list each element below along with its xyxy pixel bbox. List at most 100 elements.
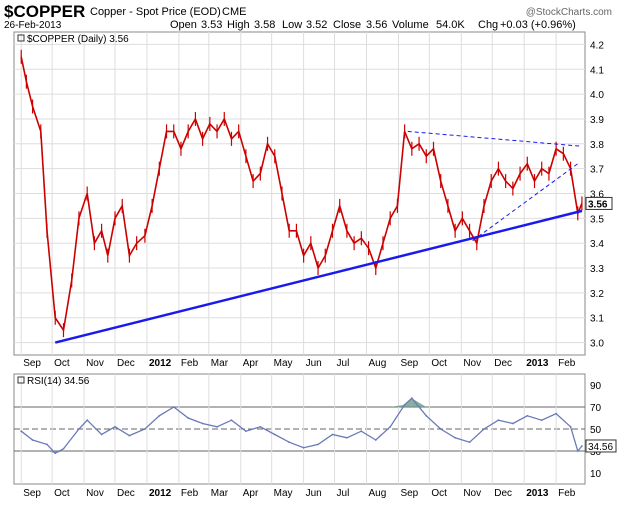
rsi-point — [555, 412, 558, 415]
rsi-y-tick: 90 — [590, 381, 602, 392]
rsi-point — [374, 439, 377, 441]
price-y-tick: 3.6 — [590, 190, 604, 201]
rsi-last-box — [585, 439, 617, 453]
close-label: Close — [333, 19, 361, 31]
x-tick-label: Aug — [368, 358, 386, 369]
rsi-last-marker: 34.56 — [585, 439, 617, 453]
rsi-point — [511, 422, 514, 425]
rsi-point — [526, 414, 529, 417]
price-y-tick: 3.0 — [590, 339, 604, 350]
x-tick-label: Jul — [337, 358, 350, 369]
rsi-panel: 10 30 50 70 90 RSI(14) 34.56 34.56 Sep Oct Nov… — [13, 373, 617, 499]
x-tick-label: 2013 — [526, 488, 549, 499]
x-tick-label: 2012 — [149, 488, 172, 499]
x-tick-label: Oct — [431, 358, 447, 369]
rsi-point — [331, 433, 334, 436]
x-tick-label: Jul — [337, 488, 350, 499]
x-tick-label: Nov — [86, 358, 104, 369]
rsi-point — [454, 436, 457, 439]
x-tick-label: Feb — [181, 358, 199, 369]
chart-date: 26-Feb-2013 — [4, 20, 62, 31]
x-tick-label: May — [274, 358, 293, 369]
x-tick-label: Mar — [211, 358, 229, 369]
x-tick-label: Apr — [243, 358, 259, 369]
rsi-point — [31, 439, 34, 441]
x-tick-label: Feb — [181, 488, 199, 499]
rsi-point — [403, 403, 406, 406]
legend-swatch — [17, 376, 25, 384]
dashed-trendline — [472, 163, 579, 242]
open-label: Open — [170, 19, 197, 31]
rsi-extreme-fill — [390, 404, 405, 407]
rsi-point — [273, 433, 276, 436]
rsi-point — [410, 397, 413, 400]
low-value: 3.52 — [306, 19, 327, 31]
price-y-tick: 3.3 — [590, 264, 604, 275]
rsi-point — [425, 414, 428, 417]
rsi-x-axis: Sep Oct Nov Dec 2012 Feb Mar Apr May Jun Jul Aug Sep… — [23, 488, 576, 499]
high-value: 3.58 — [254, 19, 275, 31]
volume-value: 54.0K — [436, 19, 465, 31]
rsi-point — [54, 452, 57, 455]
price-y-tick: 3.5 — [590, 214, 604, 225]
price-last-marker: 3.56 — [585, 196, 613, 210]
symbol-title: $COPPER — [4, 2, 85, 21]
rsi-extreme-fill — [411, 398, 427, 407]
rsi-point — [158, 414, 161, 417]
legend-swatch — [17, 34, 25, 42]
rsi-point — [245, 430, 247, 433]
price-y-tick: 3.8 — [590, 140, 604, 151]
x-tick-label: Nov — [463, 488, 481, 499]
exchange-label: CME — [222, 6, 246, 18]
rsi-grid — [14, 374, 585, 484]
rsi-point — [143, 428, 146, 430]
x-tick-label: Oct — [54, 488, 70, 499]
price-y-tick: 3.2 — [590, 289, 604, 300]
chart-header: $COPPER Copper - Spot Price (EOD) CME 26… — [4, 2, 612, 31]
rsi-point — [46, 443, 48, 446]
rsi-point — [389, 425, 392, 428]
x-tick-label: 2012 — [149, 358, 172, 369]
price-y-tick: 3.7 — [590, 165, 604, 176]
price-legend: $COPPER (Daily) 3.56 — [17, 34, 129, 45]
rsi-point — [78, 428, 80, 430]
watermark: @StockCharts.com — [526, 7, 612, 18]
rsi-point — [468, 441, 471, 444]
rsi-point — [439, 428, 442, 430]
x-tick-label: Aug — [368, 488, 386, 499]
price-y-tick: 3.9 — [590, 115, 604, 126]
x-tick-label: Nov — [463, 358, 481, 369]
price-last-box — [585, 196, 613, 210]
rsi-point — [540, 419, 543, 422]
price-y-tick: 4.2 — [590, 40, 604, 51]
rsi-point — [288, 441, 291, 444]
rsi-last-value: 34.56 — [588, 442, 613, 453]
x-tick-label: Dec — [117, 488, 135, 499]
dashed-trendline — [407, 130, 582, 147]
rsi-y-axis: 10 30 50 70 90 — [590, 381, 602, 480]
rsi-point — [100, 433, 103, 436]
rsi-point — [20, 430, 23, 433]
rsi-point — [230, 419, 233, 422]
rsi-point — [62, 447, 65, 450]
x-tick-label: Dec — [494, 488, 512, 499]
x-tick-label: Jun — [306, 488, 322, 499]
x-tick-label: Nov — [86, 488, 104, 499]
rsi-y-tick: 30 — [590, 447, 602, 458]
price-y-tick: 3.4 — [590, 239, 604, 250]
x-tick-label: Oct — [431, 488, 447, 499]
price-line — [20, 56, 583, 333]
rsi-point — [302, 446, 305, 449]
rsi-y-tick: 10 — [590, 469, 602, 480]
x-tick-label: Mar — [211, 488, 229, 499]
instrument-name: Copper - Spot Price (EOD) — [90, 6, 221, 18]
low-label: Low — [282, 19, 302, 31]
chg-value: +0.03 (+0.96%) — [500, 19, 576, 31]
rsi-point — [128, 434, 131, 437]
x-tick-label: Apr — [243, 488, 259, 499]
rsi-point — [483, 428, 485, 430]
rsi-point — [317, 443, 319, 446]
high-label: High — [227, 19, 250, 31]
price-panel: 3.03.13.23.33.43.53.63.73.83.94.04.14.2 … — [13, 31, 613, 369]
